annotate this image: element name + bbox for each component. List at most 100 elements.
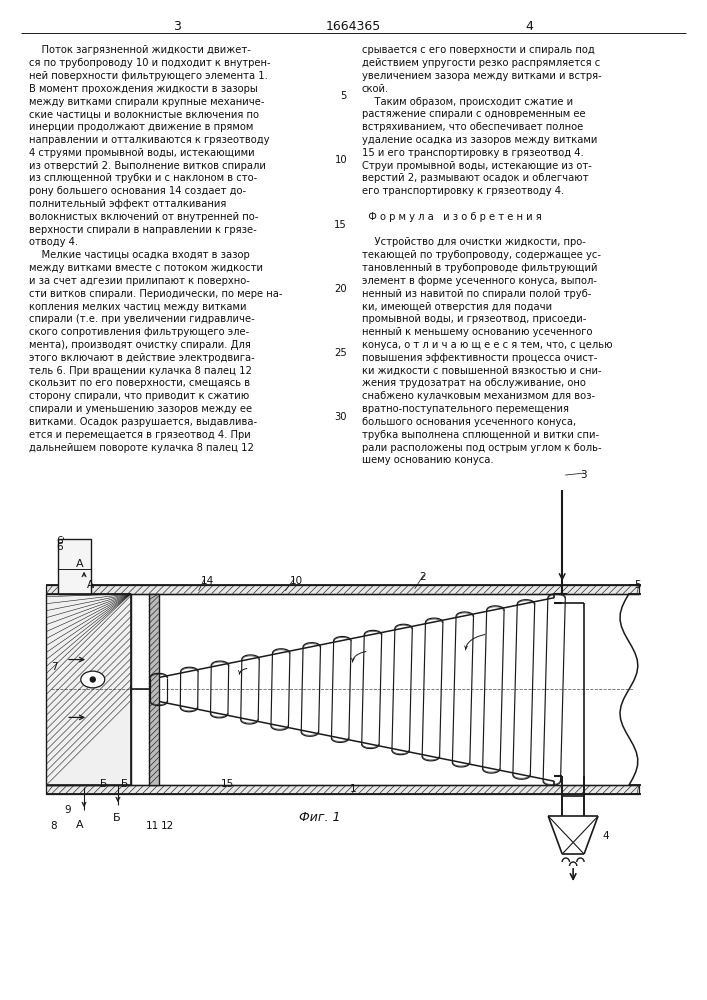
Text: Поток загрязненной жидкости движет-: Поток загрязненной жидкости движет- [29, 45, 251, 55]
Text: 14: 14 [201, 576, 214, 586]
Text: 11: 11 [146, 821, 159, 831]
Text: тель 6. При вращении кулачка 8 палец 12: тель 6. При вращении кулачка 8 палец 12 [29, 366, 252, 376]
Text: Б: Б [100, 779, 107, 789]
Text: спирали и уменьшению зазоров между ее: спирали и уменьшению зазоров между ее [29, 404, 252, 414]
Text: ется и перемещается в грязеотвод 4. При: ется и перемещается в грязеотвод 4. При [29, 430, 251, 440]
Text: 10: 10 [334, 155, 347, 165]
Text: шему основанию конуса.: шему основанию конуса. [362, 455, 493, 465]
Text: 5: 5 [341, 91, 347, 101]
Text: рали расположены под острым углом к боль-: рали расположены под острым углом к боль… [362, 443, 602, 453]
Text: 4: 4 [602, 831, 609, 841]
Text: 15 и его транспортировку в грязеотвод 4.: 15 и его транспортировку в грязеотвод 4. [362, 148, 584, 158]
Text: снабжено кулачковым механизмом для воз-: снабжено кулачковым механизмом для воз- [362, 391, 595, 401]
Text: ненный к меньшему основанию усеченного: ненный к меньшему основанию усеченного [362, 327, 592, 337]
Text: 30: 30 [334, 412, 347, 422]
Text: вратно-поступательного перемещения: вратно-поступательного перемещения [362, 404, 569, 414]
Text: 3: 3 [173, 20, 180, 33]
Text: 7: 7 [51, 662, 58, 672]
Text: текающей по трубопроводу, содержащее ус-: текающей по трубопроводу, содержащее ус- [362, 250, 601, 260]
Text: 10: 10 [291, 576, 303, 586]
Text: встряхиванием, что обеспечивает полное: встряхиванием, что обеспечивает полное [362, 122, 583, 132]
Text: удаление осадка из зазоров между витками: удаление осадка из зазоров между витками [362, 135, 597, 145]
Text: элемент в форме усеченного конуса, выпол-: элемент в форме усеченного конуса, выпол… [362, 276, 597, 286]
Text: повышения эффективности процесса очист-: повышения эффективности процесса очист- [362, 353, 597, 363]
Text: волокнистых включений от внутренней по-: волокнистых включений от внутренней по- [29, 212, 259, 222]
Text: ские частицы и волокнистые включения по: ские частицы и волокнистые включения по [29, 109, 259, 119]
Text: 20: 20 [334, 284, 347, 294]
Text: 9: 9 [64, 805, 71, 815]
Text: 2: 2 [420, 572, 426, 582]
Text: Фиг. 1: Фиг. 1 [299, 811, 341, 824]
Text: срывается с его поверхности и спираль под: срывается с его поверхности и спираль по… [362, 45, 595, 55]
Text: Мелкие частицы осадка входят в зазор: Мелкие частицы осадка входят в зазор [29, 250, 250, 260]
Text: его транспортировку к грязеотводу 4.: его транспортировку к грязеотводу 4. [362, 186, 564, 196]
Text: увеличением зазора между витками и встря-: увеличением зазора между витками и встря… [362, 71, 602, 81]
Text: растяжение спирали с одновременным ее: растяжение спирали с одновременным ее [362, 109, 585, 119]
Text: большого основания усеченного конуса,: большого основания усеченного конуса, [362, 417, 576, 427]
Text: верхности спирали в направлении к грязе-: верхности спирали в направлении к грязе- [29, 225, 257, 235]
Text: сторону спирали, что приводит к сжатию: сторону спирали, что приводит к сжатию [29, 391, 250, 401]
Text: ненный из навитой по спирали полой труб-: ненный из навитой по спирали полой труб- [362, 289, 591, 299]
Text: 3: 3 [580, 470, 587, 480]
Text: инерции продолжают движение в прямом: инерции продолжают движение в прямом [29, 122, 254, 132]
Text: ской.: ской. [362, 84, 390, 94]
Text: Б: Б [113, 813, 121, 823]
Text: мента), производят очистку спирали. Для: мента), производят очистку спирали. Для [29, 340, 251, 350]
Text: 4: 4 [525, 20, 533, 33]
Text: между витками спирали крупные механиче-: между витками спирали крупные механиче- [29, 97, 265, 107]
Bar [58, 539, 91, 594]
Ellipse shape [81, 671, 105, 688]
Bar [46, 594, 131, 785]
Text: действием упругости резко распрямляется с: действием упругости резко распрямляется … [362, 58, 600, 68]
Text: скользит по его поверхности, смещаясь в: скользит по его поверхности, смещаясь в [29, 378, 250, 388]
Text: ки, имеющей отверстия для подачи: ки, имеющей отверстия для подачи [362, 302, 552, 312]
Text: 6: 6 [56, 542, 63, 552]
Text: А: А [76, 820, 84, 830]
Text: А: А [87, 580, 94, 590]
Text: верстий 2, размывают осадок и облегчают: верстий 2, размывают осадок и облегчают [362, 173, 589, 183]
Text: 4 струями промывной воды, истекающими: 4 струями промывной воды, истекающими [29, 148, 255, 158]
Text: 15: 15 [221, 779, 234, 789]
Bar [46, 785, 639, 794]
Text: 1664365: 1664365 [325, 20, 380, 33]
Text: 6: 6 [56, 536, 63, 546]
Text: А: А [76, 559, 84, 569]
Text: 8: 8 [50, 821, 57, 831]
Text: копления мелких частиц между витками: копления мелких частиц между витками [29, 302, 247, 312]
Text: жения трудозатрат на обслуживание, оно: жения трудозатрат на обслуживание, оно [362, 378, 586, 388]
Text: Струи промывной воды, истекающие из от-: Струи промывной воды, истекающие из от- [362, 161, 592, 171]
Text: 15: 15 [334, 220, 347, 230]
Text: Б: Б [121, 779, 128, 789]
Text: из сплющенной трубки и с наклоном в сто-: из сплющенной трубки и с наклоном в сто- [29, 173, 257, 183]
Text: Ф о р м у л а   и з о б р е т е н и я: Ф о р м у л а и з о б р е т е н и я [362, 212, 542, 222]
Text: и за счет адгезии прилипают к поверхно-: и за счет адгезии прилипают к поверхно- [29, 276, 250, 286]
Text: В момент прохождения жидкости в зазоры: В момент прохождения жидкости в зазоры [29, 84, 258, 94]
Text: между витками вместе с потоком жидкости: между витками вместе с потоком жидкости [29, 263, 263, 273]
Text: Устройство для очистки жидкости, про-: Устройство для очистки жидкости, про- [362, 237, 586, 247]
Text: рону большего основания 14 создает до-: рону большего основания 14 создает до- [29, 186, 247, 196]
Bar [148, 594, 159, 785]
Circle shape [90, 677, 95, 682]
Text: ского сопротивления фильтрующего эле-: ского сопротивления фильтрующего эле- [29, 327, 250, 337]
Text: из отверстий 2. Выполнение витков спирали: из отверстий 2. Выполнение витков спирал… [29, 161, 266, 171]
Text: трубка выполнена сплющенной и витки спи-: трубка выполнена сплющенной и витки спи- [362, 430, 599, 440]
Text: полнительный эффект отталкивания: полнительный эффект отталкивания [29, 199, 227, 209]
Text: ки жидкости с повышенной вязкостью и сни-: ки жидкости с повышенной вязкостью и сни… [362, 366, 602, 376]
Text: дальнейшем повороте кулачка 8 палец 12: дальнейшем повороте кулачка 8 палец 12 [29, 443, 254, 453]
Text: ся по трубопроводу 10 и подходит к внутрен-: ся по трубопроводу 10 и подходит к внутр… [29, 58, 271, 68]
Text: 25: 25 [334, 348, 347, 358]
Text: тановленный в трубопроводе фильтрующий: тановленный в трубопроводе фильтрующий [362, 263, 597, 273]
Text: витками. Осадок разрушается, выдавлива-: витками. Осадок разрушается, выдавлива- [29, 417, 257, 427]
Bar [46, 585, 639, 594]
Text: Таким образом, происходит сжатие и: Таким образом, происходит сжатие и [362, 97, 573, 107]
Text: промывной воды, и грязеотвод, присоеди-: промывной воды, и грязеотвод, присоеди- [362, 314, 586, 324]
Text: ней поверхности фильтрующего элемента 1.: ней поверхности фильтрующего элемента 1. [29, 71, 268, 81]
Text: направлении и отталкиваются к грязеотводу: направлении и отталкиваются к грязеотвод… [29, 135, 270, 145]
Text: 5: 5 [634, 580, 641, 590]
Text: сти витков спирали. Периодически, по мере на-: сти витков спирали. Периодически, по мер… [29, 289, 283, 299]
Text: отводу 4.: отводу 4. [29, 237, 78, 247]
Text: 1: 1 [350, 784, 356, 794]
Text: конуса, о т л и ч а ю щ е е с я тем, что, с целью: конуса, о т л и ч а ю щ е е с я тем, что… [362, 340, 612, 350]
Text: спирали (т.е. при увеличении гидравличе-: спирали (т.е. при увеличении гидравличе- [29, 314, 255, 324]
Text: этого включают в действие электродвига-: этого включают в действие электродвига- [29, 353, 255, 363]
